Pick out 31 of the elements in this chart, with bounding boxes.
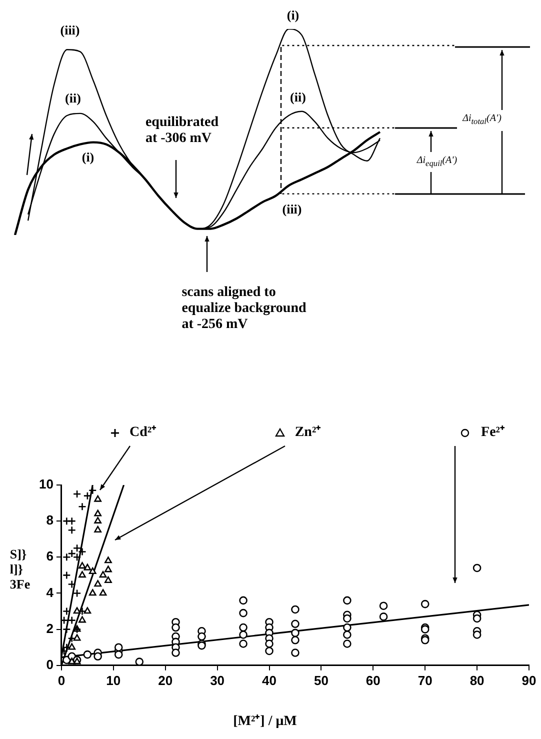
x-tick-label: 70 — [418, 672, 432, 688]
text: Δi$_{equil}$(A') — [416, 155, 458, 169]
y-tick-label: 10 — [38, 476, 54, 492]
annotation: (ii) — [65, 90, 81, 106]
x-axis-title: [M²⁺] / μM — [233, 714, 297, 730]
x-tick-label: 10 — [106, 672, 121, 688]
x-tick-label: 40 — [262, 672, 276, 688]
legend-label: Fe²⁺ — [481, 424, 505, 442]
x-tick-label: 0 — [58, 672, 66, 688]
text: Δi$_{total}$(A') — [462, 113, 502, 127]
annotation: (i) — [82, 150, 94, 166]
x-tick-label: 90 — [522, 672, 536, 688]
y-tick-label: 4 — [46, 584, 54, 600]
y-tick-label: 8 — [46, 512, 54, 528]
annotation: equilibrated at -306 mV — [145, 114, 219, 148]
text: scans aligned to equalize background at -256 mV — [182, 284, 306, 334]
annotation: (iii) — [60, 22, 80, 38]
y-tick-label: 0 — [46, 656, 54, 672]
x-tick-label: 20 — [158, 672, 173, 688]
x-tick-label: 80 — [470, 672, 484, 688]
x-tick-label: 50 — [314, 672, 328, 688]
legend-label: Zn²⁺ — [294, 424, 322, 442]
annotation: (iii) — [282, 202, 302, 218]
x-tick-label: 30 — [210, 672, 225, 688]
legend-label: Cd²⁺ — [129, 424, 157, 442]
y-tick-label: 6 — [46, 548, 54, 564]
text: (i) — [286, 8, 300, 24]
y-axis-title: S]} l]} 3Fe — [10, 546, 30, 592]
y-tick-label: 2 — [46, 620, 54, 636]
annotation: (ii) — [290, 90, 306, 106]
x-tick-label: 60 — [366, 672, 380, 688]
